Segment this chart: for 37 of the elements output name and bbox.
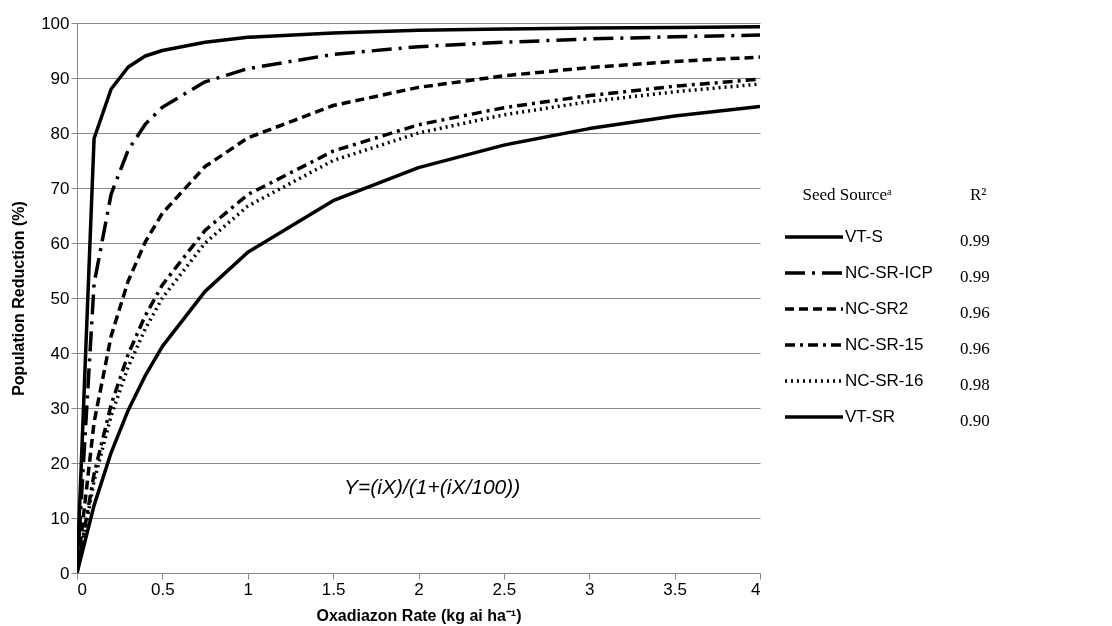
text: 0.96 bbox=[960, 339, 990, 358]
text: 0.90 bbox=[960, 411, 990, 430]
y-tick-label: 40 bbox=[50, 343, 70, 363]
x-tick-label: 0 bbox=[77, 579, 87, 599]
legend-label: VT-SR bbox=[845, 407, 896, 426]
y-tick-label: 30 bbox=[50, 398, 70, 418]
y-tick-label: 100 bbox=[41, 13, 70, 33]
annotation: Y=(iX)/(1+(iX/100)) bbox=[344, 474, 521, 498]
y-tick-label: 50 bbox=[50, 288, 70, 308]
legend-title: Seed Sourceᵃ bbox=[802, 185, 892, 204]
text: 0.99 bbox=[960, 267, 990, 286]
legend-label: NC-SR2 bbox=[845, 299, 909, 318]
text: R² bbox=[970, 185, 987, 204]
text: 0.99 bbox=[960, 231, 990, 250]
x-tick-label: 3 bbox=[585, 579, 595, 599]
x-tick-label: 2.5 bbox=[492, 579, 517, 599]
y-axis-title: Population Reduction (%) bbox=[10, 201, 28, 396]
x-tick-label: 1 bbox=[243, 579, 253, 599]
legend-label: NC-SR-ICP bbox=[845, 263, 933, 282]
y-tick-label: 10 bbox=[50, 508, 70, 528]
y-tick-label: 20 bbox=[50, 453, 70, 473]
x-tick-label: 2 bbox=[414, 579, 424, 599]
legend-label: NC-SR-16 bbox=[845, 371, 924, 390]
legend-label: NC-SR-15 bbox=[845, 335, 924, 354]
x-axis-title: Oxadiazon Rate (kg ai ha⁻¹) bbox=[316, 606, 522, 624]
y-tick-label: 60 bbox=[50, 233, 70, 253]
legend-label: VT-S bbox=[845, 227, 883, 246]
text: 0.96 bbox=[960, 303, 990, 322]
y-tick-label: 70 bbox=[50, 178, 70, 198]
y-tick-label: 0 bbox=[60, 563, 70, 583]
x-tick-label: 3.5 bbox=[663, 579, 687, 599]
x-tick-label: 4 bbox=[751, 579, 761, 599]
x-tick-label: 1.5 bbox=[321, 579, 346, 599]
text: 0.98 bbox=[960, 375, 990, 394]
x-tick-label: 0.5 bbox=[151, 579, 175, 599]
y-tick-label: 90 bbox=[50, 68, 70, 88]
y-tick-label: 80 bbox=[50, 123, 70, 143]
